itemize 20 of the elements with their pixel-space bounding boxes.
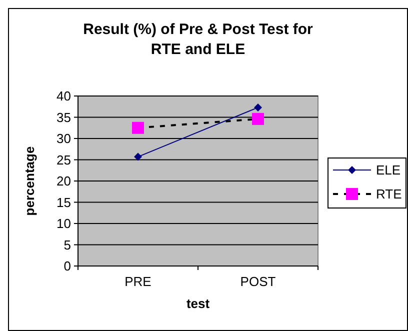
y-tick-label: 5	[64, 237, 71, 252]
legend-label: ELE	[376, 162, 401, 178]
y-tick-label: 20	[56, 174, 71, 189]
y-tick-label: 0	[64, 258, 71, 274]
point	[132, 122, 144, 134]
x-axis-title: test	[186, 296, 210, 311]
y-tick-label: 10	[56, 216, 71, 232]
point	[254, 103, 262, 112]
y-tick-label: 15	[56, 194, 71, 210]
y-tick-label: 25	[56, 152, 71, 168]
y-axis-title: percentage	[22, 146, 37, 216]
point	[134, 152, 142, 161]
point	[252, 112, 264, 125]
y-tick-label: 30	[56, 131, 71, 146]
x-tick-label: PRE	[124, 274, 152, 289]
chart-title: Result (%) of Pre & Post Test for RTE and ELE	[83, 21, 314, 58]
y-tick-label: 35	[56, 110, 71, 125]
legend-label: RTE	[376, 186, 402, 202]
x-tick-label: POST	[240, 274, 276, 289]
y-tick-label: 40	[56, 88, 71, 104]
